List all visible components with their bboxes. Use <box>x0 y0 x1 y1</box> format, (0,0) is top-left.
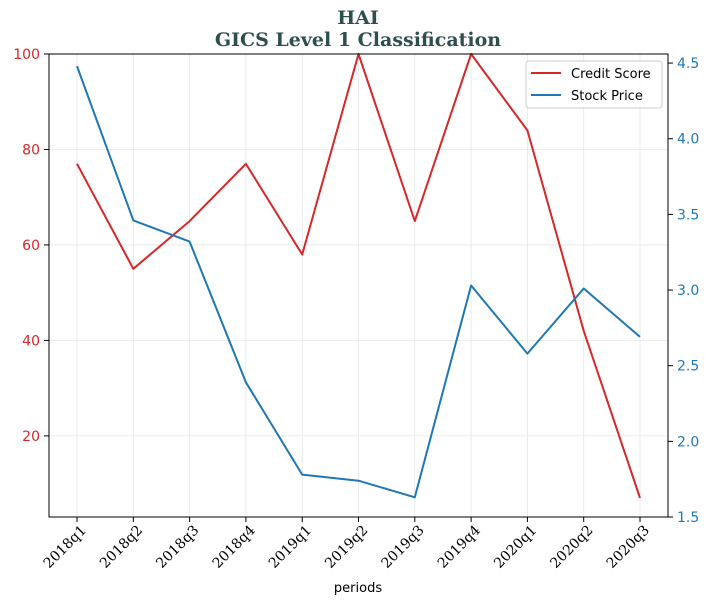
left-tick-label: 60 <box>22 238 40 254</box>
right-tick-label: 3.0 <box>677 283 699 299</box>
x-tick-label: 2018q4 <box>210 522 259 571</box>
left-tick-label: 80 <box>22 142 40 158</box>
x-tick-label: 2019q4 <box>435 522 484 571</box>
x-tick-label: 2018q2 <box>97 523 146 572</box>
legend-label-stock-price: Stock Price <box>571 89 643 104</box>
x-axis: 2018q1 2018q2 2018q3 2018q4 2019q1 2019q2 2019… <box>41 517 653 572</box>
right-tick-label: 4.0 <box>677 132 699 148</box>
left-tick-label: 20 <box>22 429 40 445</box>
legend-label-credit-score: Credit Score <box>571 67 651 82</box>
chart-subtitle: GICS Level 1 Classification <box>215 29 501 51</box>
left-tick-label: 100 <box>13 47 40 63</box>
x-axis-label: periods <box>334 581 382 596</box>
right-tick-label: 3.5 <box>677 207 699 223</box>
left-tick-label: 40 <box>22 333 40 349</box>
x-tick-label: 2019q3 <box>378 523 427 572</box>
right-tick-label: 2.5 <box>677 359 699 375</box>
x-tick-label: 2019q1 <box>266 523 315 572</box>
legend: Credit Score Stock Price <box>525 60 663 109</box>
chart-title: HAI <box>337 7 379 29</box>
grid <box>49 53 668 517</box>
right-tick-label: 4.5 <box>677 56 699 72</box>
left-y-axis: 20 40 60 80 100 <box>13 47 49 445</box>
x-tick-label: 2018q1 <box>41 523 90 572</box>
x-tick-label: 2020q1 <box>491 523 540 572</box>
right-tick-label: 2.0 <box>677 434 699 450</box>
series-line-stock-price <box>76 65 641 499</box>
right-y-axis: 1.5 2.0 2.5 3.0 3.5 4.0 4.5 <box>668 56 699 526</box>
x-tick-label: 2020q2 <box>547 523 596 572</box>
x-tick-label: 2019q2 <box>322 523 371 572</box>
x-tick-label: 2018q3 <box>153 523 202 572</box>
right-tick-label: 1.5 <box>677 510 699 526</box>
x-tick-label: 2020q3 <box>604 523 653 572</box>
